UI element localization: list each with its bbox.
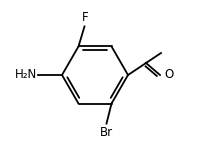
Text: Br: Br	[100, 126, 113, 139]
Text: H₂N: H₂N	[15, 69, 37, 81]
Text: O: O	[164, 69, 173, 81]
Text: F: F	[82, 11, 89, 24]
